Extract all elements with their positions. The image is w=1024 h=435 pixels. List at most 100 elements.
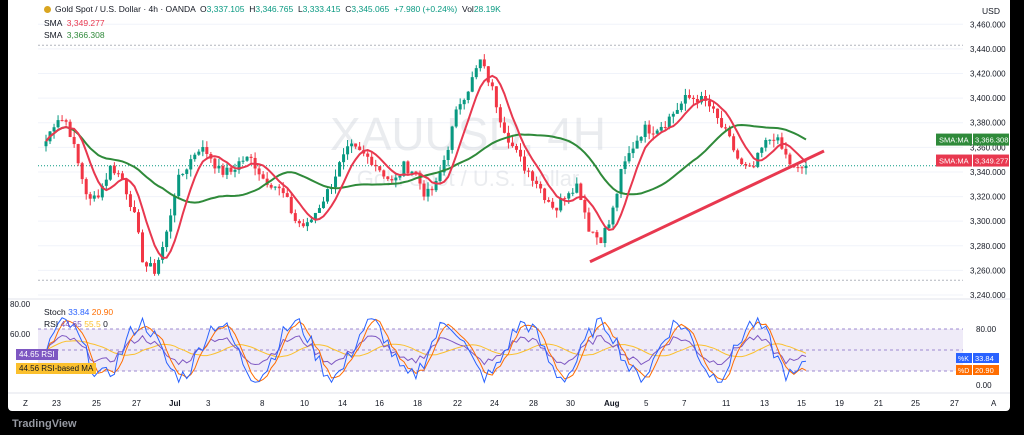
watermark-name: Gold Spot / U.S. Dollar <box>357 166 580 191</box>
candle-body <box>153 263 157 274</box>
candle-body <box>173 196 177 216</box>
candle-body <box>527 170 531 172</box>
time-axis-label: 27 <box>132 399 141 408</box>
candle-body <box>740 158 744 165</box>
candle-body <box>663 126 667 128</box>
time-axis-label: 19 <box>835 399 844 408</box>
candle-body <box>309 219 313 223</box>
candle-body <box>213 158 217 169</box>
left-rsi-tag: 44.65 RSI <box>16 349 58 360</box>
time-axis-label: 13 <box>760 399 769 408</box>
stoch-d-tag-label: %D <box>958 368 969 375</box>
candle-body <box>149 263 153 267</box>
sma-slow-line <box>45 123 807 204</box>
candle-body <box>261 174 265 179</box>
candle-body <box>44 141 48 147</box>
candle-body <box>370 156 374 165</box>
stoch-k-value: 33.84 <box>68 307 90 317</box>
time-axis-label: 24 <box>490 399 499 408</box>
sma1-legend[interactable]: SMA 3,349.277 <box>44 18 105 28</box>
time-axis-label: 25 <box>92 399 101 408</box>
candle-body <box>205 147 209 155</box>
candle-body <box>687 95 691 98</box>
candle-body <box>120 173 124 180</box>
close-label: C <box>345 4 352 14</box>
stoch-legend[interactable]: Stoch 33.84 20.90 <box>44 307 113 317</box>
candle-body <box>342 154 346 163</box>
rsi-ma-value: 55.5 <box>84 319 101 329</box>
open-label: O <box>200 4 207 14</box>
candle-body <box>744 164 748 166</box>
price-tick-label: 3,260.000 <box>970 266 1006 275</box>
sma2-label: SMA <box>44 30 63 40</box>
candle-body <box>221 165 225 175</box>
candle-body <box>293 213 297 221</box>
candle-body <box>438 172 442 182</box>
time-axis-label: 23 <box>52 399 61 408</box>
candle-body <box>305 222 309 227</box>
candle-body <box>354 143 358 147</box>
candle-body <box>157 259 161 274</box>
candle-body <box>249 156 253 158</box>
oscillator-left-tick: 60.00 <box>10 330 31 339</box>
close-value: 3,345.065 <box>351 4 390 14</box>
time-axis-label: 18 <box>413 399 422 408</box>
candle-body <box>611 207 615 225</box>
candle-body <box>88 194 92 199</box>
candle-body <box>56 120 60 128</box>
stoch-d-tag-label-bg <box>956 365 972 375</box>
watermark-symbol: XAUUSD, 4H <box>330 108 606 160</box>
candle-body <box>651 133 655 135</box>
sma-fast-tag-value-bg <box>973 154 1009 167</box>
stoch-d-tag-value: 20.90 <box>975 366 994 375</box>
time-axis-label: Z <box>23 399 28 408</box>
candle-body <box>716 108 720 119</box>
candle-body <box>474 68 478 78</box>
candle-body <box>498 107 502 123</box>
candle-body <box>567 193 571 199</box>
candle-body <box>301 223 305 227</box>
time-axis-label: 27 <box>950 399 959 408</box>
candle-body <box>338 162 342 177</box>
candle-body <box>599 237 603 244</box>
tradingview-logo[interactable]: TradingView <box>12 418 77 430</box>
candle-body <box>217 165 221 169</box>
candle-body <box>273 186 277 188</box>
candle-body <box>579 183 583 201</box>
symbol-title: Gold Spot / U.S. Dollar · 4h · OANDA <box>55 4 196 14</box>
candle-body <box>639 136 643 141</box>
candle-body <box>350 143 354 147</box>
candle-body <box>623 161 627 170</box>
rsi-legend[interactable]: RSI 44.65 55.5 0 <box>44 319 108 329</box>
candle-body <box>112 165 116 174</box>
candle-body <box>346 146 350 155</box>
candle-body <box>177 174 181 197</box>
price-chart[interactable]: 3,460.000 3,440.000 3,420.000 3,400.000 3,38… <box>8 0 1010 411</box>
candle-body <box>732 136 736 151</box>
candle-body <box>245 156 249 161</box>
candle-body <box>116 173 120 175</box>
candle-body <box>543 188 547 201</box>
candle-body <box>486 66 490 83</box>
candle-body <box>494 86 498 108</box>
candle-body <box>108 165 112 180</box>
candle-body <box>647 124 651 134</box>
time-axis-label: 22 <box>453 399 462 408</box>
candle-body <box>201 147 205 152</box>
candle-body <box>104 179 108 186</box>
candle-body <box>539 183 543 189</box>
price-tick-label: 3,380.000 <box>970 119 1006 128</box>
time-axis-label: 5 <box>644 399 649 408</box>
candle-body <box>132 207 136 213</box>
price-tick-label: 3,300.000 <box>970 217 1006 226</box>
time-axis-label: 21 <box>874 399 883 408</box>
stoch-d-tag-value-bg <box>973 365 999 375</box>
candle-body <box>559 198 563 211</box>
candle-body <box>675 109 679 114</box>
rsi-value: 44.65 <box>60 319 82 329</box>
candle-body <box>502 122 506 133</box>
candle-body <box>776 137 780 141</box>
sma2-legend[interactable]: SMA 3,366.308 <box>44 30 105 40</box>
stoch-k-tag-label-bg <box>956 353 972 363</box>
price-tick-label: 3,420.000 <box>970 70 1006 79</box>
